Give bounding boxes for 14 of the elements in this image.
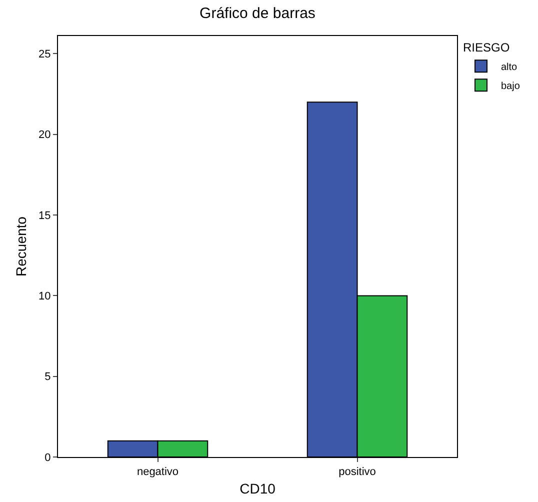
legend-label: alto — [500, 62, 518, 73]
x-tick-label: positivo — [338, 466, 376, 478]
chart-title: Gráfico de barras — [200, 5, 316, 22]
y-tick-label: 20 — [38, 129, 51, 142]
x-tick-label: negativo — [136, 466, 179, 478]
y-axis-title: Recuento — [13, 216, 30, 276]
legend-title: RIESGO — [462, 40, 510, 55]
legend-label: bajo — [500, 81, 520, 92]
y-tick-label: 10 — [38, 290, 51, 303]
x-axis-title: CD10 — [240, 480, 276, 496]
y-tick-label: 5 — [44, 371, 51, 384]
y-tick-label: 25 — [38, 48, 51, 61]
y-tick-label: 0 — [44, 452, 51, 464]
y-tick-label: 15 — [38, 210, 51, 222]
